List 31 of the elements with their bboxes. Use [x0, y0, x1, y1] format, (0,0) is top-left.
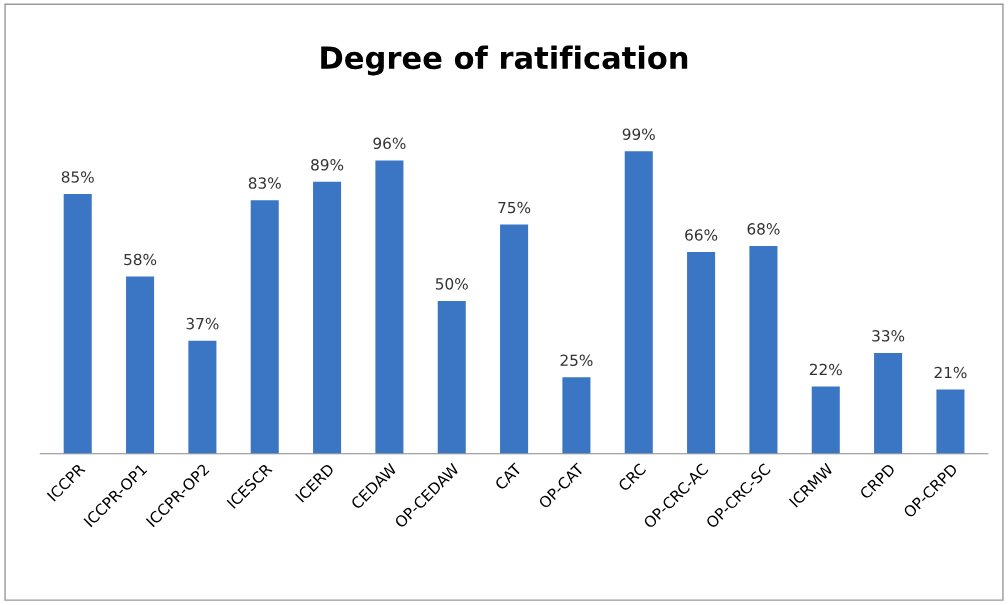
bar [126, 276, 155, 454]
bar [749, 245, 778, 454]
data-label: 50% [435, 278, 468, 290]
bar [500, 224, 529, 454]
data-label: 96% [373, 137, 406, 150]
bar [811, 386, 840, 454]
data-label: 99% [622, 128, 655, 140]
bar [63, 194, 92, 454]
data-label: 37% [186, 317, 219, 330]
data-label: 21% [934, 366, 967, 379]
data-label: 25% [560, 354, 593, 367]
data-label: 85% [61, 171, 94, 183]
bar [375, 160, 404, 454]
data-label: 83% [248, 177, 281, 189]
bar [250, 200, 279, 454]
bar [188, 340, 217, 454]
data-label: 68% [747, 223, 780, 235]
data-label: 58% [124, 253, 157, 266]
bar [936, 389, 965, 454]
data-label: 75% [498, 201, 531, 214]
bar [874, 352, 903, 454]
data-label: 22% [809, 363, 842, 376]
bar [687, 252, 716, 454]
data-label: 89% [311, 158, 344, 171]
data-label: 66% [685, 229, 718, 241]
data-label: 33% [872, 330, 905, 342]
bar [437, 300, 466, 454]
bar [562, 377, 591, 454]
bar [624, 151, 653, 454]
chart-title: Degree of ratification [321, 45, 688, 76]
bar [313, 181, 342, 454]
